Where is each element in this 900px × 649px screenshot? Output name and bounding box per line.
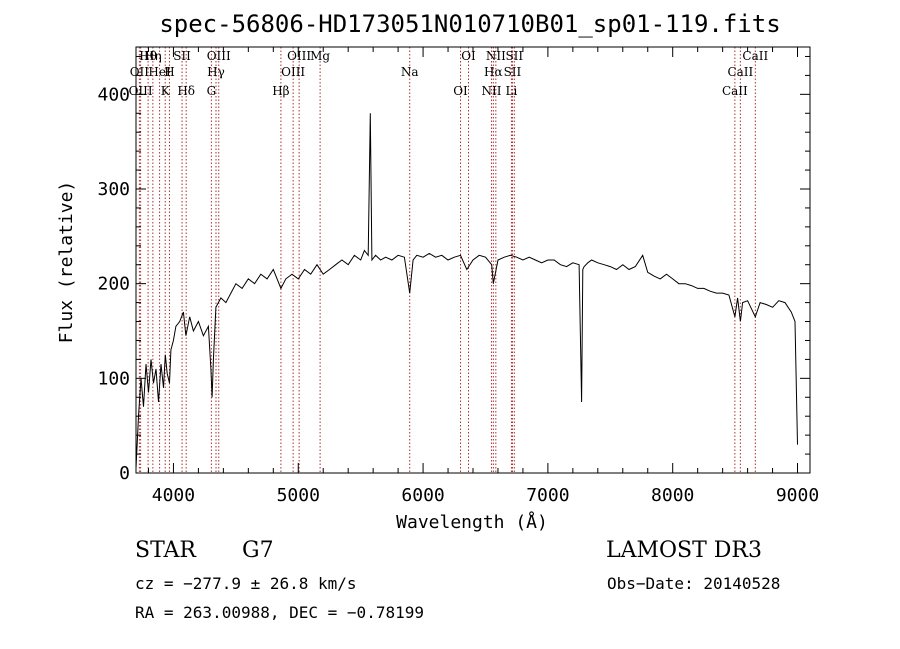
line-marker-label: Li: [506, 84, 518, 98]
cz-value: cz = −277.9 ± 26.8 km/s: [135, 574, 357, 593]
line-marker-label: Hγ: [207, 65, 225, 79]
line-marker-label: Mg: [310, 49, 330, 63]
line-marker-label: SII: [505, 49, 523, 63]
line-marker-label: SII: [504, 65, 522, 79]
line-marker-label: CaII: [722, 84, 748, 98]
line-marker-label: CaII: [742, 49, 768, 63]
line-marker-label: OI: [461, 49, 476, 63]
line-marker-label: Hα: [484, 65, 503, 79]
x-tick-label: 8000: [651, 485, 694, 506]
line-marker-label: CaII: [727, 65, 753, 79]
line-marker-label: Hβ: [272, 84, 289, 98]
line-marker-label: Hδ: [177, 84, 195, 98]
survey-name: LAMOST DR3: [606, 538, 762, 563]
y-tick-label: 200: [97, 274, 130, 295]
object-class: STAR: [135, 538, 196, 563]
line-marker-label: NII: [481, 84, 501, 98]
x-tick-label: 7000: [526, 485, 569, 506]
spectral-line-markers: [138, 47, 756, 473]
line-marker-label: OIII: [287, 49, 311, 63]
line-marker-label: OIII: [129, 84, 153, 98]
y-tick-label: 100: [97, 368, 130, 389]
spectrum-series-line: [135, 113, 798, 469]
y-tick-label: 300: [97, 179, 130, 200]
object-subclass: G7: [242, 538, 274, 563]
line-marker-label: NII: [486, 49, 506, 63]
axis-ticks: 4000 5000 6000 7000 8000 9000 0 100 200 300 400: [97, 47, 819, 506]
observation-date: Obs−Date: 20140528: [607, 574, 781, 593]
spectral-line-labels: Hθ OII OIII Hη HeI K SII HHδ OIII Hγ G OIII OIII Hβ Mg…: [129, 49, 769, 98]
x-tick-label: 4000: [152, 485, 195, 506]
line-marker-label: H: [164, 65, 174, 79]
line-marker-label: Hη: [144, 49, 162, 63]
line-marker-label: Hθ: [139, 49, 157, 63]
x-axis-label: Wavelength (Å): [396, 511, 548, 533]
line-marker-label: HeI: [148, 65, 171, 79]
y-axis-label: Flux (relative): [56, 181, 77, 344]
line-marker-label: G: [207, 84, 217, 98]
line-marker-label: SII: [173, 49, 191, 63]
line-marker-label: Na: [401, 65, 419, 79]
x-tick-label: 9000: [776, 485, 819, 506]
chart-title: spec-56806-HD173051N010710B01_sp01-119.f…: [159, 10, 780, 38]
line-marker-label: OIII: [281, 65, 305, 79]
y-tick-label: 400: [97, 84, 130, 105]
line-marker-label: OII: [130, 65, 150, 79]
x-tick-label: 6000: [401, 485, 444, 506]
coordinates: RA = 263.00988, DEC = −0.78199: [135, 603, 424, 622]
y-tick-label: 0: [119, 463, 130, 484]
x-tick-label: 5000: [277, 485, 320, 506]
line-marker-label: OIII: [207, 49, 231, 63]
line-marker-label: OI: [453, 84, 468, 98]
line-marker-label: K: [161, 84, 171, 98]
